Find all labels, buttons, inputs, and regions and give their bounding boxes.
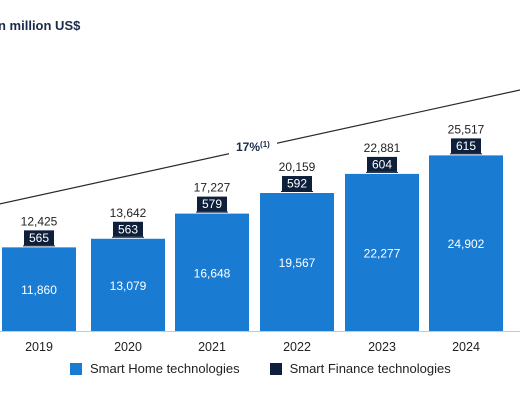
trend-label-footnote: (1) [260, 140, 270, 149]
total-label-2021: 17,227 [194, 181, 231, 195]
legend-label-home: Smart Home technologies [90, 361, 240, 376]
bar-home-2020 [91, 238, 165, 331]
bar-finance-2021 [197, 196, 227, 212]
bar-home-label-2019: 11,860 [21, 283, 57, 297]
x-tick-2023: 2023 [368, 340, 396, 354]
legend-item-home: Smart Home technologies [70, 361, 240, 376]
bar-home-label-2020: 13,079 [110, 279, 147, 293]
bar-finance-label-2023: 604 [372, 157, 392, 171]
bar-finance-2022 [282, 176, 312, 192]
x-tick-2020: 2020 [114, 340, 142, 354]
trend-label-bg [229, 137, 277, 155]
total-label-2024: 25,517 [448, 122, 485, 136]
legend-item-finance: Smart Finance technologies [269, 361, 451, 376]
legend: Smart Home technologies Smart Finance te… [70, 361, 451, 376]
bar-home-label-2024: 24,902 [448, 237, 485, 251]
x-tick-2022: 2022 [283, 340, 311, 354]
trend-label: 17%(1) [236, 140, 270, 154]
bar-home-2021 [175, 213, 249, 331]
total-label-2023: 22,881 [364, 141, 401, 155]
bar-home-label-2023: 22,277 [364, 246, 401, 260]
bar-finance-2023 [367, 156, 397, 172]
bar-finance-2020 [113, 221, 143, 237]
x-tick-2019: 2019 [25, 340, 53, 354]
bar-finance-label-2019: 565 [29, 231, 49, 245]
unit-label: n million US$ [0, 18, 81, 33]
x-tick-2021: 2021 [198, 340, 226, 354]
bar-home-2022 [260, 193, 334, 331]
x-tick-2024: 2024 [452, 340, 480, 354]
bar-finance-label-2024: 615 [456, 139, 476, 153]
legend-label-finance: Smart Finance technologies [289, 361, 451, 376]
bar-finance-2024 [451, 138, 481, 154]
bar-finance-2019 [24, 230, 54, 246]
legend-swatch-home [70, 362, 82, 375]
bar-finance-label-2020: 563 [118, 222, 138, 236]
bar-home-2019 [2, 247, 76, 331]
bar-home-label-2022: 19,567 [279, 256, 316, 270]
total-label-2020: 13,642 [110, 206, 147, 220]
bar-finance-label-2022: 592 [287, 177, 307, 191]
bar-finance-label-2021: 579 [202, 197, 222, 211]
trend-label-value: 17% [236, 140, 260, 154]
total-label-2022: 20,159 [279, 160, 316, 174]
bar-home-2024 [429, 155, 503, 331]
total-label-2019: 12,425 [21, 214, 58, 228]
bar-home-label-2021: 16,648 [194, 266, 231, 280]
bar-home-2023 [345, 173, 419, 331]
legend-swatch-finance [269, 362, 282, 375]
